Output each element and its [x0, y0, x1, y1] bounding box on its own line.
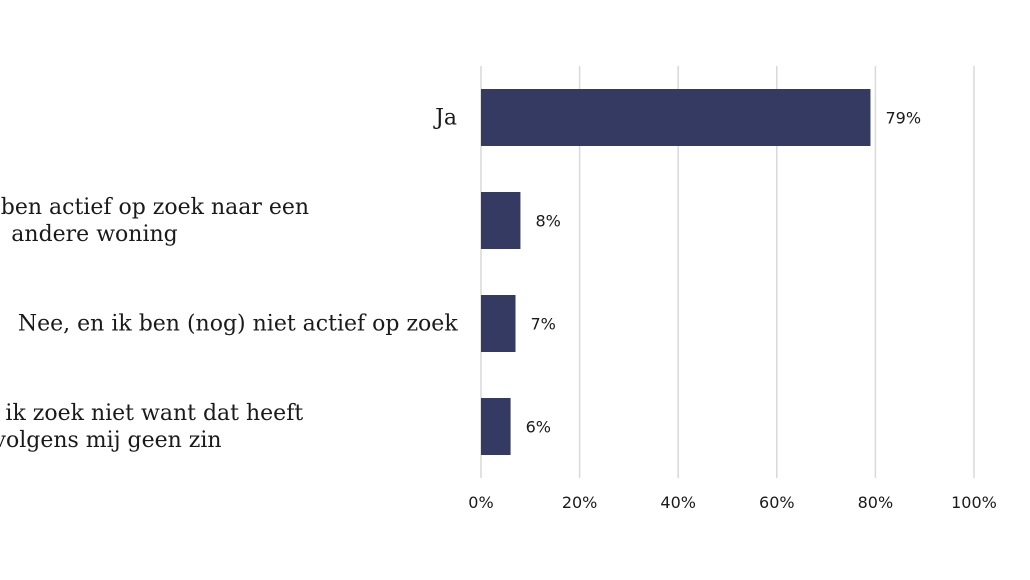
bar: [481, 89, 871, 146]
category-labels: Ja Nee, en ik ben actief op zoek naar een…: [0, 106, 458, 454]
data-label: 8%: [535, 212, 560, 231]
x-tick-label: 40%: [660, 493, 696, 512]
bar: [481, 398, 511, 455]
bar: [481, 295, 516, 352]
x-tick-label: 100%: [951, 493, 997, 512]
category-label: Nee, en ik ben actief op zoek naar eenan…: [0, 195, 309, 247]
category-label: Nee, en ik zoek niet want dat heeftvolge…: [0, 401, 303, 453]
category-label: Nee, en ik ben (nog) niet actief op zoek: [18, 312, 458, 337]
data-label: 79%: [885, 109, 921, 128]
x-tick-label: 0%: [468, 493, 493, 512]
data-label: 7%: [531, 315, 556, 334]
x-axis-ticks: 0% 20% 40% 60% 80% 100%: [468, 493, 997, 512]
data-labels: 79% 8% 7% 6%: [526, 109, 921, 437]
data-label: 6%: [526, 418, 551, 437]
bar: [481, 192, 521, 249]
x-tick-label: 80%: [858, 493, 894, 512]
x-tick-label: 60%: [759, 493, 795, 512]
category-label: Ja: [433, 106, 457, 131]
bars: [481, 89, 871, 455]
x-tick-label: 20%: [562, 493, 598, 512]
